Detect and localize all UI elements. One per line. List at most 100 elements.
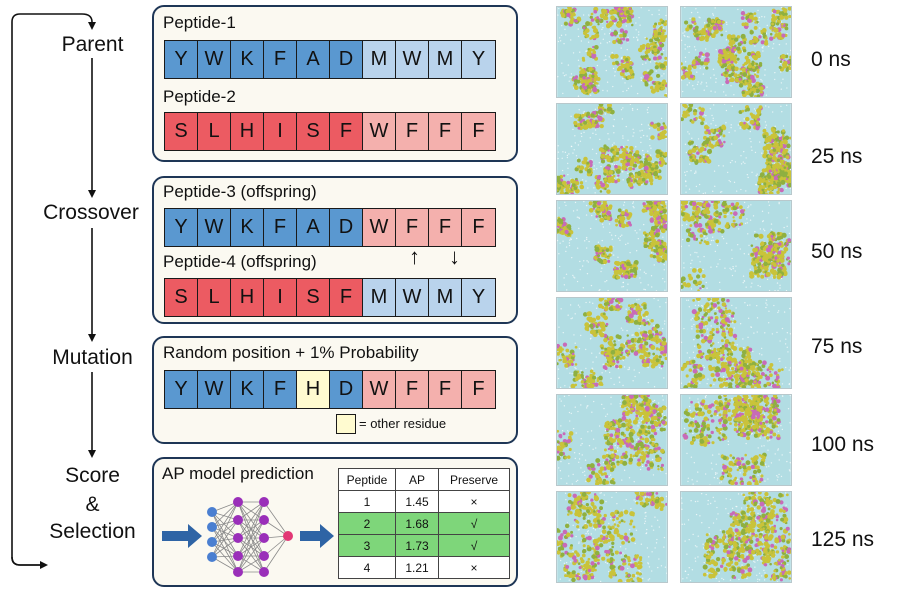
residue: F	[462, 113, 495, 150]
nn-edge	[211, 501, 239, 543]
residue: W	[396, 41, 429, 78]
output-arrow-icon	[300, 524, 334, 548]
nn-node	[233, 533, 243, 543]
table-row: 1 1.45 ×	[338, 490, 510, 513]
table-cell: 2	[338, 512, 396, 535]
simulation-snapshot	[556, 200, 668, 292]
nn-node	[259, 497, 269, 507]
nn-node	[233, 497, 243, 507]
peptide-2-label: Peptide-2	[163, 87, 236, 106]
step-crossover: Crossover	[43, 201, 139, 224]
residue: W	[198, 371, 231, 408]
nn-edge	[263, 535, 289, 557]
residue: F	[330, 279, 363, 316]
nn-edge	[211, 537, 239, 558]
table-cell: 1.21	[395, 556, 439, 579]
nn-edge	[263, 535, 289, 573]
time-label: 100 ns	[811, 433, 875, 456]
residue: F	[264, 41, 297, 78]
mutated-residue: H	[297, 371, 330, 408]
nn-edge	[263, 501, 289, 537]
nn-edge	[237, 501, 265, 573]
nn-edge	[211, 511, 239, 557]
residue: M	[363, 279, 396, 316]
table-header-row: Peptide AP Preserve	[338, 468, 510, 491]
legend-swatch	[336, 414, 356, 434]
residue: D	[330, 371, 363, 408]
residue: F	[429, 113, 462, 150]
table-header: Peptide	[338, 468, 396, 491]
residue: M	[429, 41, 462, 78]
mutation-title: Random position + 1% Probability	[163, 343, 419, 362]
residue: F	[396, 209, 429, 246]
table-header: Preserve	[438, 468, 510, 491]
up-arrow-icon: ↑	[409, 244, 420, 269]
simulation-column-left	[556, 6, 668, 588]
residue: S	[297, 113, 330, 150]
peptide-4-label: Peptide-4 (offspring)	[163, 252, 317, 271]
residue: Y	[462, 279, 495, 316]
residue: K	[231, 41, 264, 78]
nn-edge	[237, 537, 265, 557]
nn-edge	[211, 526, 239, 573]
simulation-snapshot	[680, 6, 792, 98]
residue: K	[231, 209, 264, 246]
residue: D	[330, 209, 363, 246]
residue: D	[330, 41, 363, 78]
nn-node	[259, 551, 269, 561]
residue: L	[198, 113, 231, 150]
table-cell: 3	[338, 534, 396, 557]
table-row-selected: 2 1.68 √	[338, 512, 510, 535]
simulation-snapshot	[556, 103, 668, 195]
table-row-selected: 3 1.73 √	[338, 534, 510, 557]
nn-node	[207, 507, 217, 517]
simulation-snapshot	[556, 491, 668, 583]
residue: W	[363, 113, 396, 150]
table-cell: ×	[438, 490, 510, 513]
nn-node	[207, 522, 217, 532]
nn-node	[283, 531, 293, 541]
ap-table: Peptide AP Preserve 1 1.45 × 2 1.68 √ 3 …	[338, 468, 510, 579]
neural-network-diagram	[162, 497, 334, 577]
residue: F	[264, 209, 297, 246]
nn-node	[233, 567, 243, 577]
legend-text: = other residue	[359, 416, 447, 431]
residue: F	[429, 209, 462, 246]
residue: S	[297, 279, 330, 316]
time-label: 75 ns	[811, 335, 863, 358]
nn-edge	[211, 511, 239, 539]
residue: I	[264, 113, 297, 150]
step-parent: Parent	[61, 33, 124, 56]
residue: S	[165, 113, 198, 150]
simulation-snapshot	[556, 394, 668, 486]
peptide-3-label: Peptide-3 (offspring)	[163, 182, 317, 201]
residue: F	[264, 371, 297, 408]
nn-edge	[237, 519, 265, 573]
input-arrow-icon	[162, 524, 202, 548]
residue: F	[330, 113, 363, 150]
nn-node	[207, 552, 217, 562]
step-mutation: Mutation	[52, 346, 133, 369]
peptide-1-label: Peptide-1	[163, 13, 236, 32]
table-cell: 1	[338, 490, 396, 513]
simulation-snapshot	[680, 491, 792, 583]
residue: A	[297, 41, 330, 78]
residue: A	[297, 209, 330, 246]
table-cell: √	[438, 512, 510, 535]
peptide-1-sequence: Y W K F A D M W M Y	[164, 40, 496, 79]
nn-edge	[211, 519, 239, 543]
nn-node	[259, 515, 269, 525]
simulation-column-right	[680, 6, 792, 588]
residue: Y	[165, 41, 198, 78]
nn-node	[233, 515, 243, 525]
residue: Y	[165, 371, 198, 408]
nn-node	[207, 537, 217, 547]
nn-edge	[237, 501, 265, 521]
time-label: 25 ns	[811, 145, 863, 168]
score-title: AP model prediction	[162, 464, 314, 483]
nn-node	[259, 567, 269, 577]
residue: H	[231, 113, 264, 150]
residue: F	[429, 371, 462, 408]
table-cell: 4	[338, 556, 396, 579]
time-label: 125 ns	[811, 528, 875, 551]
